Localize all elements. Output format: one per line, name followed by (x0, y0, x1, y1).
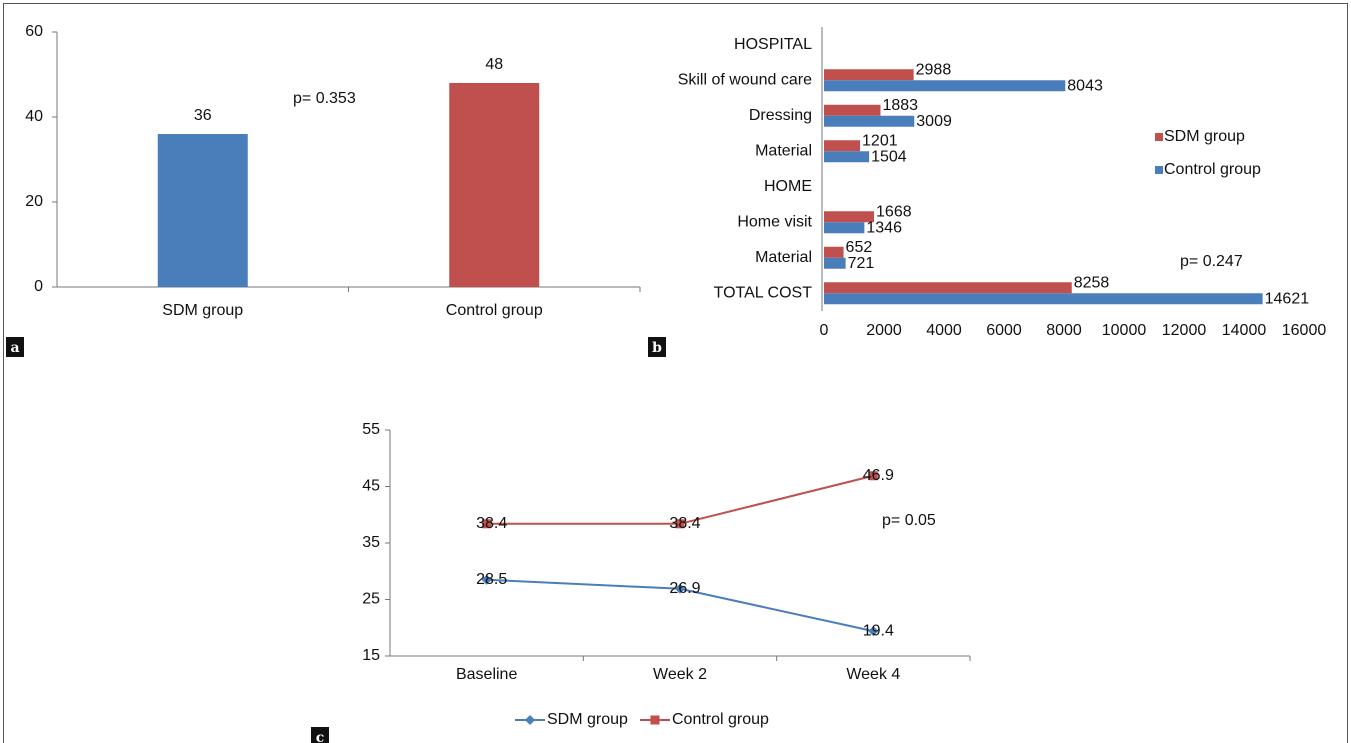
marker (525, 715, 535, 725)
x-tick-label: 0 (820, 322, 829, 339)
value-label: 8043 (1067, 77, 1103, 94)
y-tick-label: 40 (25, 108, 43, 125)
x-tick-label: Week 2 (653, 666, 707, 683)
y-tick-label: Material (755, 142, 812, 159)
value-label: 36 (194, 107, 212, 124)
value-label: 652 (846, 239, 873, 256)
value-label: 1668 (876, 203, 912, 220)
y-tick-label: 60 (25, 23, 43, 40)
legend-swatch (1155, 166, 1163, 174)
y-tick-label: 45 (362, 478, 380, 495)
bar (824, 222, 865, 234)
value-label: 48 (485, 56, 503, 73)
value-label: 1201 (862, 132, 898, 149)
bar (824, 257, 846, 269)
figure-border (3, 3, 1348, 743)
legend-swatch (1155, 133, 1163, 141)
panel-label-box (311, 727, 329, 743)
annotation: p= 0.247 (1180, 253, 1243, 270)
bar (157, 134, 248, 287)
legend-label: SDM group (1164, 128, 1245, 145)
bar (824, 282, 1072, 294)
value-label: 26.9 (669, 580, 700, 597)
y-tick-label: 55 (362, 421, 380, 438)
x-tick-label: 12000 (1162, 322, 1207, 339)
legend-label: Control group (1164, 161, 1261, 178)
bar (824, 151, 870, 163)
y-tick-label: HOME (764, 178, 812, 195)
marker (868, 626, 879, 637)
value-label: 14621 (1265, 290, 1310, 307)
panel-label-box (6, 337, 24, 357)
value-label: 38.4 (669, 515, 700, 532)
x-tick-label: 4000 (926, 322, 962, 339)
x-tick-label: 14000 (1222, 322, 1267, 339)
marker (650, 715, 660, 725)
marker (482, 519, 492, 529)
value-label: 8258 (1074, 274, 1110, 291)
value-label: 1346 (866, 219, 902, 236)
x-tick-label: Control group (446, 302, 543, 319)
y-tick-label: Material (755, 249, 812, 266)
value-label: 3009 (916, 113, 952, 130)
x-tick-label: 10000 (1102, 322, 1147, 339)
panel-label-box (648, 337, 666, 357)
x-tick-label: 16000 (1282, 322, 1327, 339)
bar (824, 104, 881, 116)
x-tick-label: SDM group (162, 302, 243, 319)
panel-label: b (652, 340, 662, 356)
marker (481, 574, 492, 585)
value-label: 1883 (882, 97, 918, 114)
value-label: 38.4 (476, 515, 507, 532)
bar (824, 69, 914, 81)
y-tick-label: Skill of wound care (678, 71, 812, 88)
y-tick-label: 20 (25, 193, 43, 210)
bar (824, 140, 861, 152)
value-label: 28.5 (476, 571, 507, 588)
value-label: 2988 (916, 61, 952, 78)
y-tick-label: 15 (362, 647, 380, 664)
annotation: p= 0.353 (293, 90, 356, 107)
value-label: 721 (848, 255, 875, 272)
bar (449, 83, 540, 287)
bar (824, 80, 1066, 92)
y-tick-label: Home visit (737, 213, 812, 230)
y-tick-label: 0 (34, 278, 43, 295)
y-tick-label: Dressing (749, 107, 812, 124)
marker (675, 519, 685, 529)
bar (824, 115, 915, 127)
legend-label: SDM group (547, 711, 628, 728)
value-label: 46.9 (863, 467, 894, 484)
bar (824, 211, 875, 223)
y-tick-label: 35 (362, 534, 380, 551)
annotation: p= 0.05 (882, 512, 936, 529)
y-tick-label: HOSPITAL (734, 36, 812, 53)
legend-label: Control group (672, 711, 769, 728)
y-tick-label: TOTAL COST (714, 284, 813, 301)
marker (675, 583, 685, 594)
y-tick-label: 25 (362, 591, 380, 608)
value-label: 19.4 (863, 622, 894, 639)
x-tick-label: Baseline (456, 666, 517, 683)
x-tick-label: Week 4 (846, 666, 900, 683)
x-tick-label: 6000 (986, 322, 1022, 339)
x-tick-label: 8000 (1046, 322, 1082, 339)
marker (868, 471, 878, 481)
panel-label: c (316, 730, 325, 743)
panel-label: a (10, 340, 19, 356)
bar (824, 293, 1263, 305)
value-label: 1504 (871, 148, 907, 165)
bar (824, 246, 844, 258)
x-tick-label: 2000 (866, 322, 902, 339)
